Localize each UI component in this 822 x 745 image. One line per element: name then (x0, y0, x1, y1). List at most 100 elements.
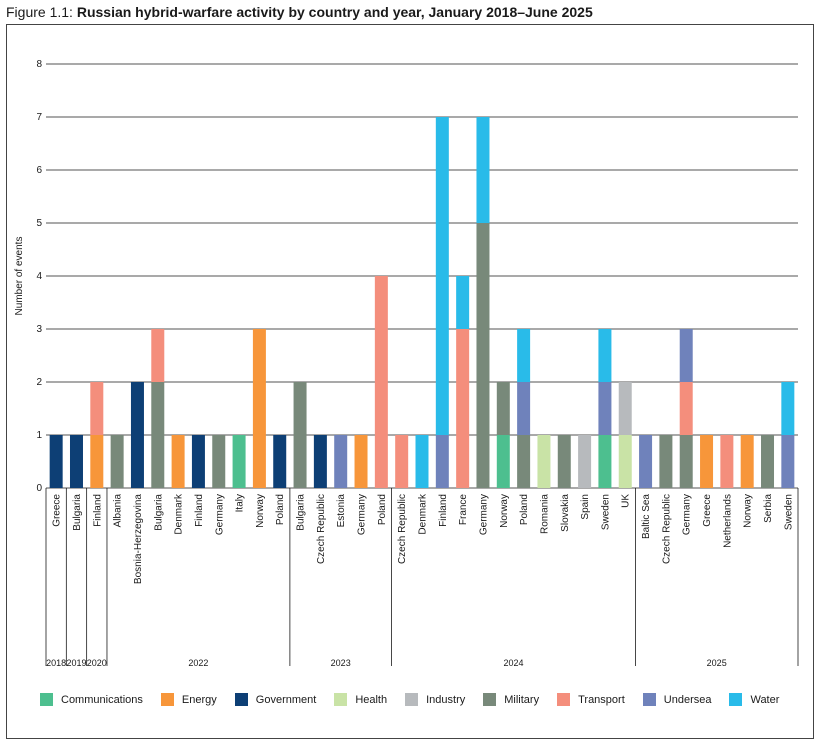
x-tick-label: Denmark (174, 493, 185, 535)
x-tick-label: Germany (214, 494, 225, 535)
year-label: 2018 (46, 658, 66, 668)
bar-segment-government (130, 382, 144, 488)
bar-segment-energy (171, 435, 185, 488)
bar-segment-transport (720, 435, 734, 488)
x-tick-label: Netherlands (722, 494, 733, 548)
x-tick-label: Finland (438, 494, 449, 527)
legend-item-water: Water (729, 693, 779, 706)
bar-segment-transport (456, 329, 470, 488)
bar-segment-government (313, 435, 327, 488)
x-tick-label: Estonia (336, 494, 347, 528)
bar-segment-undersea (517, 382, 531, 435)
bar-segment-undersea (334, 435, 348, 488)
year-label: 2024 (503, 658, 523, 668)
x-tick-label: Finland (194, 494, 205, 527)
x-tick-label: France (458, 494, 469, 526)
bar-segment-water (435, 117, 449, 435)
bar-segment-military (151, 382, 165, 488)
legend-label: Water (750, 693, 780, 706)
x-tick-label: Norway (743, 494, 754, 528)
x-tick-label: Poland (377, 494, 388, 525)
x-tick-label: Norway (499, 494, 510, 528)
legend-swatch (40, 693, 53, 706)
y-tick-label: 4 (36, 271, 42, 282)
x-tick-label: Czech Republic (661, 494, 672, 564)
y-tick-label: 3 (36, 324, 42, 335)
x-tick-label: Germany (478, 494, 489, 535)
bar-segment-military (110, 435, 124, 488)
year-label: 2020 (87, 658, 107, 668)
bar-segment-government (49, 435, 63, 488)
bar-segment-undersea (598, 382, 612, 435)
x-tick-label: Greece (702, 494, 713, 527)
bar-segment-undersea (781, 435, 795, 488)
legend-swatch (160, 693, 174, 706)
bar-segment-water (415, 435, 429, 488)
figure-title-text: Russian hybrid-warfare activity by count… (76, 4, 593, 20)
x-tick-label: Slovakia (560, 494, 571, 532)
bar-segment-transport (90, 382, 104, 435)
bar-segment-energy (740, 435, 754, 488)
bar-segment-military (476, 223, 490, 488)
x-tick-label: Germany (357, 494, 368, 535)
bar-segment-water (598, 329, 612, 382)
y-tick-label: 1 (36, 430, 42, 441)
x-tick-label: Bulgaria (153, 494, 164, 531)
legend-item-military: Military (483, 693, 539, 706)
bar-segment-health (618, 435, 632, 488)
x-tick-label: Sweden (600, 494, 611, 530)
x-tick-label: Serbia (763, 494, 774, 523)
bar-segment-undersea (435, 435, 449, 488)
bar-segment-military (212, 435, 226, 488)
x-tick-label: Bosnia-Herzegovina (133, 494, 144, 584)
bar-segment-energy (90, 435, 104, 488)
legend-label: Health (355, 693, 388, 706)
x-tick-label: Finland (92, 494, 103, 527)
legend-label: Transport (578, 693, 625, 706)
x-tick-label: Albania (113, 494, 124, 528)
legend-item-industry: Industry (405, 693, 465, 706)
y-tick-label: 0 (36, 483, 42, 494)
bar-segment-government (273, 435, 287, 488)
bar-segment-communications (598, 435, 612, 488)
bar-segment-transport (679, 382, 693, 435)
x-tick-label: Sweden (783, 494, 794, 530)
bar-segment-water (456, 276, 470, 329)
bar-segment-government (191, 435, 205, 488)
legend-item-health: Health (334, 693, 387, 706)
x-tick-label: Czech Republic (397, 494, 408, 564)
legend-label: Industry (426, 693, 466, 706)
legend-swatch (405, 693, 419, 706)
bar-segment-water (517, 329, 531, 382)
bar-segment-military (659, 435, 673, 488)
x-tick-label: Spain (580, 494, 591, 520)
bar-segment-military (557, 435, 571, 488)
bar-segment-communications (496, 435, 510, 488)
legend-item-undersea: Undersea (642, 693, 711, 706)
chart-frame (6, 24, 814, 739)
y-tick-label: 8 (36, 59, 42, 70)
y-tick-label: 2 (36, 377, 42, 388)
x-tick-label: UK (621, 494, 632, 508)
bar-segment-undersea (639, 435, 653, 488)
x-tick-label: Baltic Sea (641, 494, 652, 539)
x-tick-label: Italy (235, 494, 246, 512)
chart-legend: Communications Energy Government Health Indu… (40, 693, 797, 706)
bar-segment-health (537, 435, 551, 488)
year-label: 2022 (188, 658, 208, 668)
x-tick-label: Romania (539, 494, 550, 534)
y-tick-label: 7 (36, 112, 42, 123)
bar-segment-transport (395, 435, 409, 488)
bar-segment-industry (618, 382, 632, 435)
bar-segment-military (679, 435, 693, 488)
bar-segment-energy (700, 435, 714, 488)
legend-swatch (729, 693, 743, 706)
y-axis-title: Number of events (14, 237, 25, 316)
x-tick-label: Bulgaria (72, 494, 83, 531)
legend-item-transport: Transport (557, 693, 625, 706)
bar-segment-industry (578, 435, 592, 488)
year-label: 2019 (66, 658, 86, 668)
legend-item-energy: Energy (160, 693, 217, 706)
legend-swatch (483, 693, 497, 706)
